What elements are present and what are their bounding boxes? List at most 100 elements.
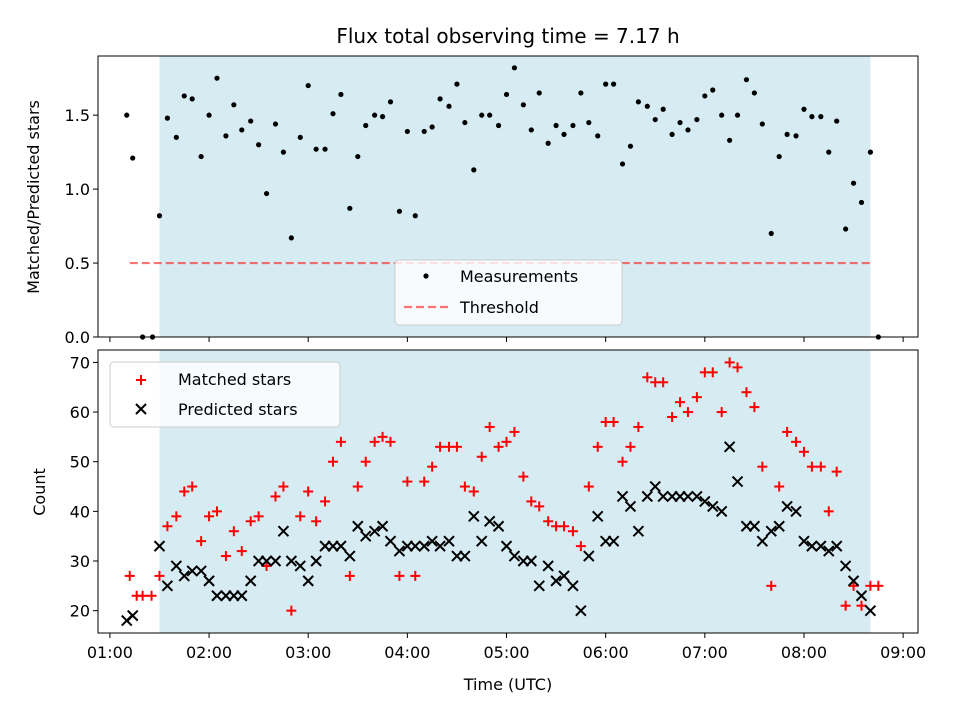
measurement-point	[387, 99, 394, 105]
bottom-y-ticks: 20 30 40 50 60 70	[70, 353, 98, 621]
matched-star-marker	[385, 436, 396, 447]
measurement-point	[454, 81, 460, 87]
measurement-point	[751, 90, 757, 96]
measurement-point	[801, 106, 807, 112]
predicted-star-marker	[178, 570, 190, 582]
matched-star-marker	[311, 516, 322, 527]
matched-star-marker	[303, 486, 314, 497]
predicted-star-marker	[781, 500, 793, 513]
matched-star-marker	[162, 521, 173, 532]
matched-star-marker	[567, 526, 578, 537]
predicted-star-marker	[707, 500, 719, 513]
predicted-star-marker	[773, 520, 785, 532]
measurement-point	[305, 82, 311, 89]
measurement-point	[189, 96, 195, 102]
predicted-star-marker	[468, 510, 480, 523]
matched-star-marker	[187, 481, 198, 492]
predicted-star-marker	[649, 480, 661, 493]
matched-star-marker	[344, 570, 355, 581]
matched-star-marker	[327, 456, 338, 467]
predicted-star-marker	[211, 590, 223, 602]
predicted-star-marker	[236, 590, 248, 602]
measurement-point	[743, 77, 750, 83]
matched-star-marker	[236, 546, 247, 557]
measurement-point	[495, 122, 502, 129]
top-x-ticks	[109, 337, 904, 342]
matched-star-marker	[633, 421, 644, 432]
legend-threshold-label: Threshold	[459, 298, 539, 317]
matched-star-marker	[608, 416, 619, 427]
measurement-point	[561, 131, 567, 137]
matched-star-marker	[534, 501, 545, 512]
matched-star-marker	[724, 357, 735, 368]
matched-star-marker	[848, 580, 859, 591]
predicted-star-marker	[839, 560, 852, 572]
measurement-point	[826, 149, 832, 155]
legend-predicted-marker	[135, 403, 147, 415]
predicted-star-marker	[186, 565, 198, 577]
matched-stars-points	[124, 357, 884, 616]
measurement-point	[768, 230, 774, 237]
measurement-point	[363, 122, 369, 129]
matched-star-marker	[377, 431, 388, 442]
top-y-axis-label: Matched/Predicted stars	[24, 100, 43, 294]
predicted-star-marker	[765, 525, 777, 537]
matched-star-marker	[427, 461, 438, 472]
predicted-star-marker	[443, 535, 455, 547]
predicted-star-marker	[260, 555, 273, 567]
predicted-star-marker	[492, 520, 505, 532]
measurement-point	[130, 155, 136, 161]
bottom-y-tick-label: 70	[70, 353, 90, 372]
measurement-point	[347, 205, 353, 211]
legend-measurements-marker	[423, 273, 429, 279]
predicted-star-marker	[550, 575, 562, 587]
measurement-point	[843, 226, 849, 232]
top-y-tick-label: 0.0	[65, 328, 90, 347]
matched-star-marker	[592, 441, 603, 452]
matched-star-marker	[501, 436, 512, 447]
predicted-star-marker	[583, 550, 595, 562]
predicted-star-marker	[723, 441, 736, 453]
legend-matched-label: Matched stars	[178, 370, 291, 389]
matched-star-marker	[369, 436, 380, 447]
matched-star-marker	[211, 506, 222, 517]
matched-star-marker	[402, 476, 413, 487]
matched-star-marker	[196, 536, 207, 547]
matched-star-marker	[295, 511, 306, 522]
predicted-star-marker	[525, 555, 538, 567]
predicted-star-marker	[699, 495, 711, 508]
matched-star-marker	[204, 511, 215, 522]
top-chart-title: Flux total observing time = 7.17 h	[336, 24, 679, 48]
matched-star-marker	[583, 481, 594, 492]
measurement-point	[164, 115, 171, 121]
predicted-star-marker	[384, 535, 397, 547]
measurement-point	[850, 180, 857, 186]
measurement-point	[322, 146, 328, 152]
measurement-point	[677, 119, 683, 126]
predicted-star-marker	[592, 510, 604, 523]
predicted-star-marker	[756, 535, 769, 547]
predicted-star-marker	[285, 555, 298, 567]
matched-star-marker	[766, 580, 777, 591]
bottom-x-tick-label: 03:00	[285, 643, 331, 662]
matched-star-marker	[675, 397, 686, 408]
predicted-star-marker	[269, 555, 282, 567]
measurement-point	[437, 96, 443, 102]
matched-star-marker	[124, 570, 135, 581]
measurement-point	[660, 106, 666, 112]
matched-star-marker	[320, 496, 331, 507]
predicted-star-marker	[748, 520, 761, 532]
predicted-star-marker	[426, 535, 438, 547]
matched-star-marker	[732, 362, 743, 373]
measurement-point	[685, 127, 691, 133]
measurement-point	[644, 103, 650, 109]
predicted-star-marker	[830, 540, 843, 552]
predicted-star-marker	[310, 555, 322, 567]
top-legend-box	[394, 259, 623, 326]
measurement-point	[520, 102, 526, 108]
matched-star-marker	[518, 471, 529, 482]
predicted-star-marker	[360, 530, 372, 542]
predicted-star-marker	[798, 535, 810, 547]
predicted-star-marker	[508, 550, 521, 562]
